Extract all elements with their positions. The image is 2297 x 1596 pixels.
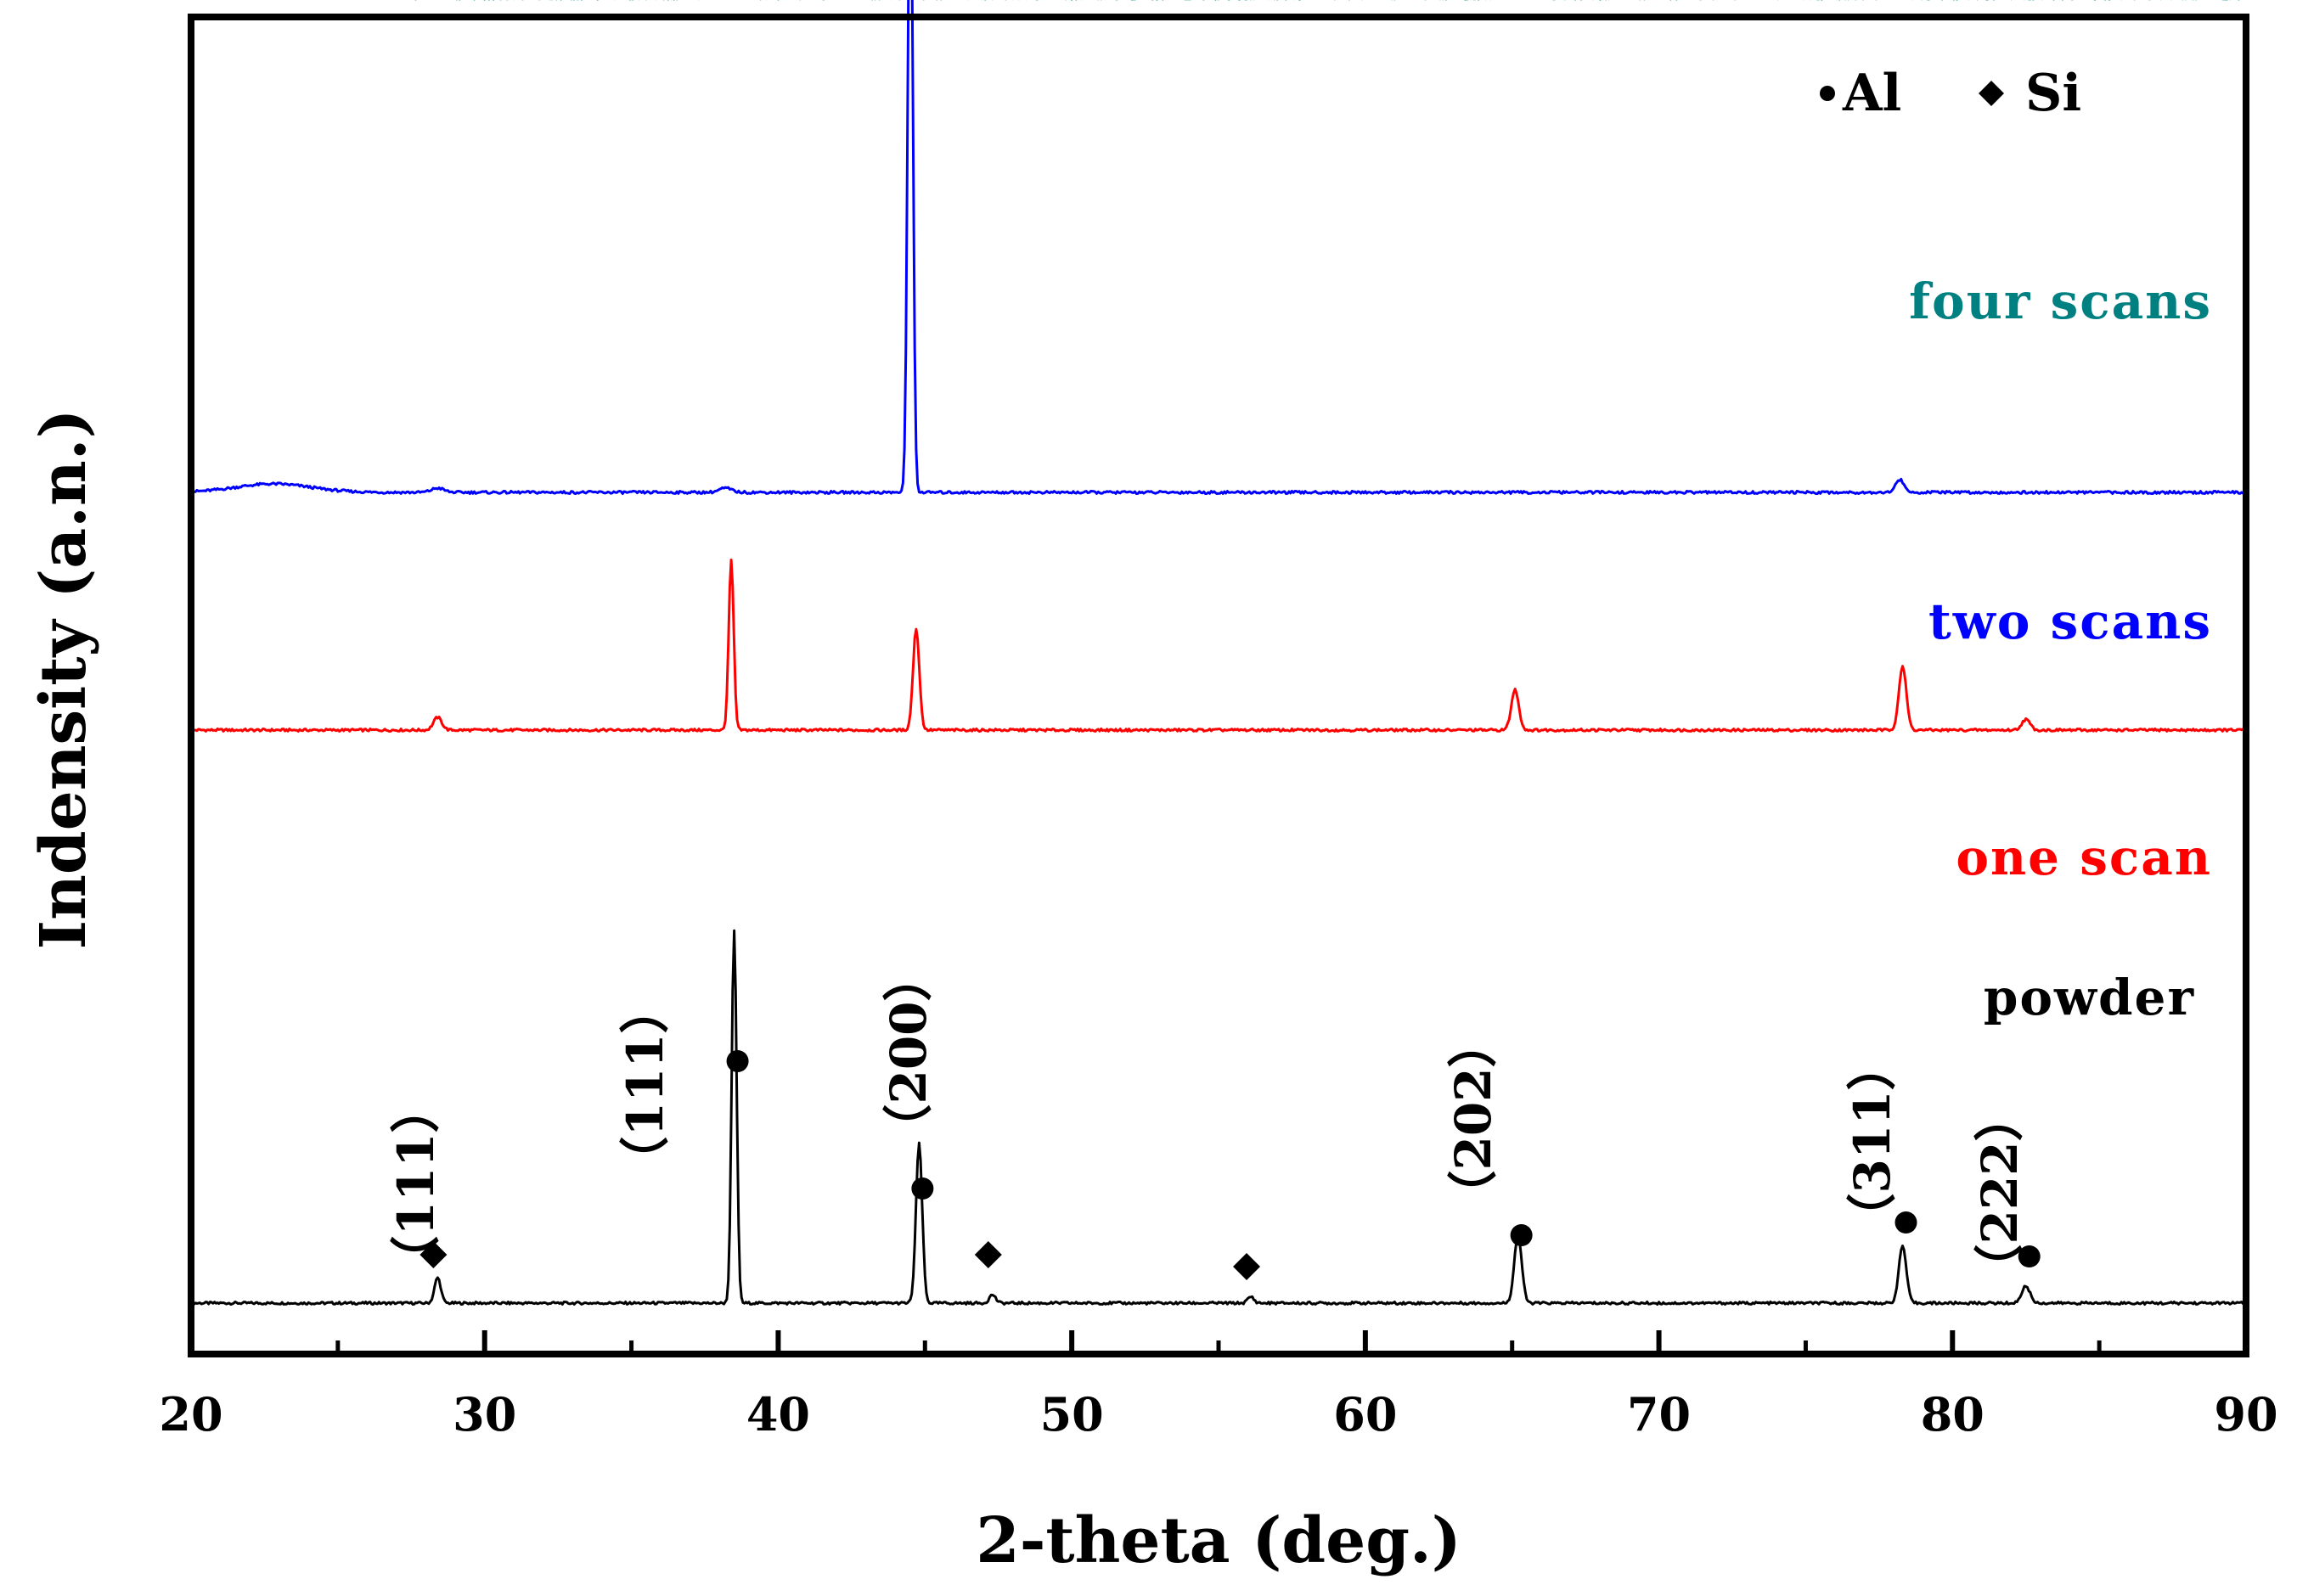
x-tick-label-30: 30 [453,1387,516,1441]
x-axis: 20 30 40 50 60 70 80 90 [159,1330,2278,1441]
legend: Al Si [1820,64,2081,123]
legend-al-marker [1820,86,1835,101]
si-marker-0 [419,1241,448,1268]
x-tick-label-90: 90 [2214,1387,2277,1441]
x-tick-label-80: 80 [1921,1387,1985,1441]
trace-one-scan [189,559,2247,733]
series-label-powder: powder [1984,969,2195,1026]
y-axis-title: Indensity (a.n.) [27,408,100,949]
x-tick-label-60: 60 [1333,1387,1397,1441]
peak-label-1: （111） [616,984,674,1185]
series-label-two-scans: two scans [1928,593,2212,650]
legend-label-si: Si [2025,64,2081,123]
trace-two-scans [190,0,2247,495]
x-tick-label-70: 70 [1627,1387,1691,1441]
series-label-four-scans: four scans [1909,273,2212,330]
x-tick-label-20: 20 [159,1387,222,1441]
series-label-layer: four scans two scans one scan powder [1909,273,2212,1026]
series-layer [189,0,2247,1306]
legend-label-al: Al [1842,64,1901,123]
peak-label-0: （111） [387,1083,445,1284]
al-marker-2 [911,1177,934,1200]
al-marker-1 [726,1050,749,1072]
al-marker-6 [1894,1211,1917,1234]
plot-frame [188,14,2249,1357]
legend-si-marker [1979,81,2004,106]
x-axis-title: 2-theta (deg.) [976,1504,1461,1577]
si-marker-3 [974,1241,1002,1268]
annotation-layer: （111） （111） （200） （202） （311） （222） [387,952,2041,1294]
peak-label-6: （311） [1844,1041,1901,1242]
trace-powder [189,929,2247,1306]
peak-label-2: （200） [880,952,937,1153]
peak-label-7: （222） [1971,1092,2029,1293]
si-marker-4 [1233,1253,1261,1280]
series-label-one-scan: one scan [1956,829,2212,886]
al-marker-5 [1510,1224,1533,1246]
x-tick-label-50: 50 [1040,1387,1104,1441]
x-tick-label-40: 40 [746,1387,810,1441]
peak-label-5: （202） [1444,1018,1502,1219]
al-marker-7 [2018,1245,2041,1267]
